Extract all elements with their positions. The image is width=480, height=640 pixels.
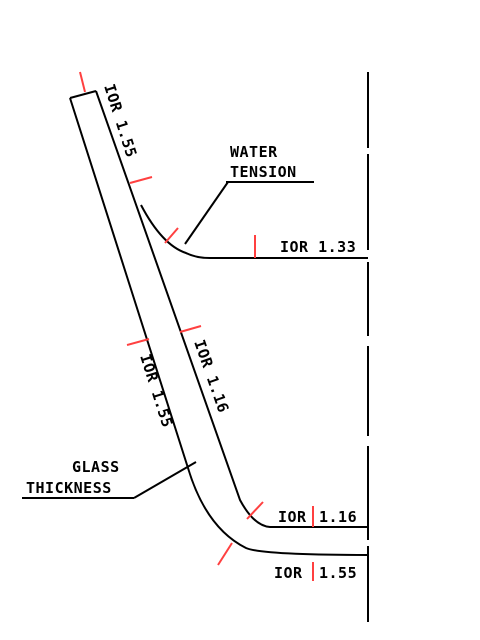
label-ior-bottom-outer-value: 1.55 [319,564,357,582]
glass-top-edge [69,90,97,99]
marker-meniscus [164,227,179,244]
label-ior-bottom-inner-value: 1.16 [319,508,357,526]
label-ior-glass-mid: IOR 1.55 [136,352,176,430]
marker-glass-top [79,71,86,93]
marker-inner-mid [179,325,202,333]
water-meniscus [140,204,368,259]
glass-outer-wall [69,97,369,556]
marker-inner-bottom [246,501,264,520]
marker-glass-upper [129,176,153,184]
marker-outer-bottom [217,542,233,566]
boundary-markers [79,71,314,581]
glass-inner-wall [95,90,368,528]
marker-outer-mid [126,338,150,346]
label-ior-bottom-inner-prefix: IOR [278,508,307,526]
label-water-tension-2: TENSION [230,163,297,181]
label-water-tension-1: WATER [230,143,278,161]
label-glass-thickness-1: GLASS [72,458,120,476]
label-ior-water: IOR 1.33 [280,238,356,256]
label-ior-bottom-outer-prefix: IOR [274,564,303,582]
glass-thickness-leader [133,461,197,499]
label-glass-thickness-2: THICKNESS [26,479,112,497]
water-tension-leader [184,181,229,245]
